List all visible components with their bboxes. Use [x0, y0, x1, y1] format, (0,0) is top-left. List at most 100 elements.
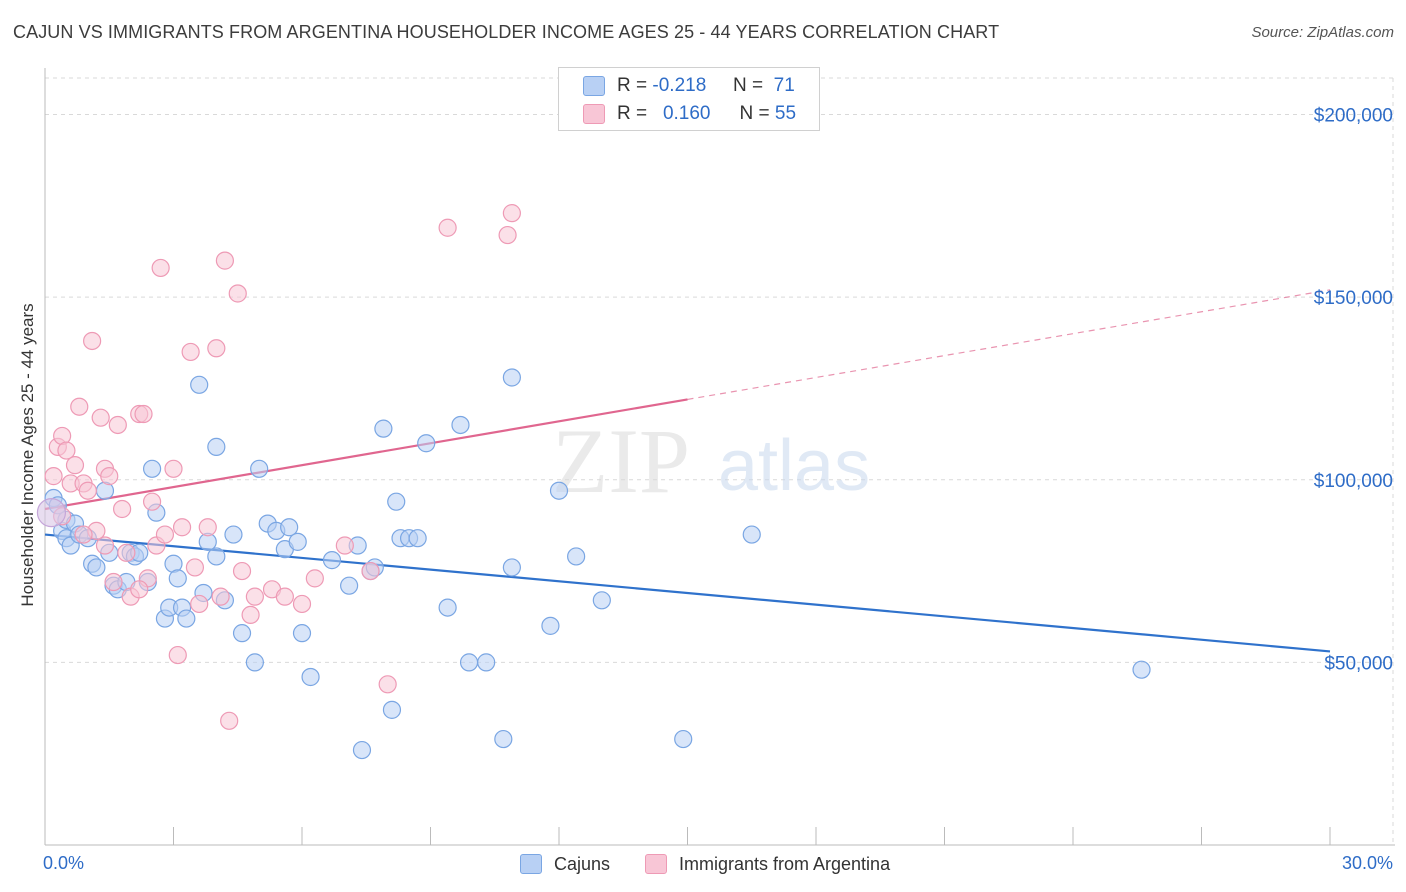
cajun-point: [168, 569, 187, 588]
y-tick-label: $200,000: [1314, 106, 1393, 127]
argentina-point: [117, 543, 136, 562]
cajun-point: [232, 624, 252, 643]
argentina-point: [44, 467, 63, 486]
argentina-point: [65, 456, 85, 475]
bottom-legend-cajuns: Cajuns: [520, 852, 610, 876]
legend-n-label: N =: [732, 75, 764, 96]
y-tick-label: $150,000: [1314, 288, 1393, 309]
bottom-legend-swatch-blue: [520, 854, 542, 874]
cajun-point: [541, 616, 560, 635]
argentina-point: [185, 558, 205, 577]
cajun-point: [408, 529, 427, 548]
cajun-point: [207, 437, 226, 456]
trend-line-argentina: [44, 398, 688, 511]
data-points: [36, 204, 1151, 760]
cajun-point: [387, 492, 406, 511]
argentina-point: [134, 404, 153, 424]
cajun-point: [190, 375, 209, 394]
argentina-point: [438, 218, 457, 237]
argentina-point: [164, 459, 183, 478]
cajun-point: [301, 667, 320, 687]
legend-n-label: N =: [739, 103, 770, 124]
cajun-point: [207, 547, 226, 566]
argentina-point: [151, 258, 170, 278]
watermark-zip: ZIP: [552, 410, 690, 512]
argentina-point: [198, 518, 217, 537]
argentina-point: [498, 225, 517, 245]
cajun-point: [502, 558, 521, 577]
x-tick-label: 30.0%: [1342, 853, 1393, 873]
legend-row-cajuns: R = -0.218 N = 71: [583, 73, 795, 99]
argentina-point: [228, 284, 247, 303]
argentina-point: [70, 397, 89, 416]
cajun-point: [340, 576, 359, 595]
argentina-point: [245, 587, 264, 606]
argentina-point: [130, 580, 149, 599]
legend-r-value: 0.160: [662, 103, 711, 124]
cajun-point: [288, 532, 307, 551]
argentina-point: [220, 711, 239, 730]
cajun-point: [352, 740, 372, 760]
argentina-point: [168, 645, 187, 665]
cajun-point: [502, 368, 521, 387]
legend-n-value: 55: [774, 103, 797, 124]
argentina-point: [78, 481, 97, 500]
cajun-point: [567, 547, 586, 566]
series-cajuns: [44, 368, 1151, 760]
legend-r-label: R =: [617, 103, 648, 124]
legend-swatch-pink: [583, 104, 605, 124]
cajun-point: [292, 624, 312, 643]
cajun-point: [674, 729, 693, 749]
series-argentina: [44, 204, 521, 730]
argentina-point: [95, 536, 115, 555]
argentina-point: [100, 467, 119, 486]
argentina-point: [502, 204, 521, 223]
cajun-point: [451, 415, 470, 435]
legend-n-value: 71: [773, 75, 795, 96]
legend-r-value: -0.218: [652, 75, 707, 96]
argentina-point: [275, 587, 294, 606]
legend-swatch-blue: [583, 76, 605, 96]
argentina-point: [155, 525, 175, 544]
argentina-point: [190, 594, 209, 614]
cajun-point: [224, 525, 243, 544]
cajun-point: [459, 653, 479, 672]
x-tick-labels: 0.0% 30.0%: [43, 853, 1393, 873]
cajun-point: [742, 525, 761, 544]
cajun-point: [477, 653, 496, 672]
y-tick-label: $50,000: [1324, 653, 1393, 674]
legend-r-label: R =: [617, 75, 648, 96]
argentina-point: [378, 675, 397, 694]
argentina-point: [108, 415, 127, 435]
cajun-point: [382, 700, 402, 719]
argentina-point: [181, 342, 200, 362]
cajun-point: [494, 729, 513, 749]
trend-line-cajuns: [44, 533, 1331, 653]
x-tick-label: 0.0%: [43, 853, 84, 873]
bottom-legend-argentina: Immigrants from Argentina: [645, 852, 890, 876]
argentina-point: [207, 339, 226, 358]
cajun-point: [280, 518, 299, 537]
cajun-point: [142, 459, 162, 478]
cajun-point: [592, 591, 611, 610]
bottom-legend-label: Immigrants from Argentina: [679, 853, 891, 874]
argentina-point: [74, 525, 93, 544]
cajun-point: [438, 598, 457, 617]
cajun-point: [245, 653, 264, 672]
cajun-point: [87, 558, 106, 577]
argentina-point: [112, 499, 132, 519]
argentina-point: [83, 331, 102, 351]
argentina-point: [335, 536, 354, 555]
watermark-atlas: atlas: [718, 426, 870, 506]
cajun-point: [250, 459, 269, 478]
watermark: ZIP atlas: [552, 410, 870, 512]
cajun-point: [417, 434, 436, 453]
argentina-point: [305, 569, 324, 588]
cajun-point: [177, 609, 196, 628]
argentina-point: [211, 587, 230, 606]
argentina-point: [142, 492, 162, 511]
y-tick-labels: $50,000 $100,000 $150,000 $200,000: [1314, 106, 1393, 675]
axes: [44, 68, 1395, 846]
trend-lines: [44, 289, 1331, 653]
argentina-point: [292, 594, 312, 614]
